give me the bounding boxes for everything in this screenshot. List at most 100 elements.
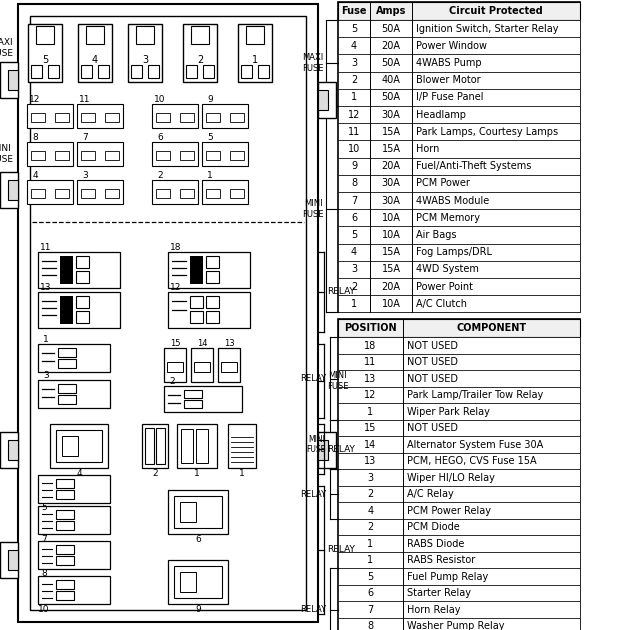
Text: RELAY: RELAY [300,374,326,383]
Bar [31,151,45,160]
Text: 15A: 15A [381,127,401,137]
Bar [56,430,102,462]
Bar [196,429,208,463]
Bar [38,380,110,408]
Bar [338,158,580,175]
Bar [338,552,580,568]
Bar [338,536,580,552]
Text: Air Bags: Air Bags [416,230,456,240]
Bar [152,180,198,204]
Text: 13: 13 [365,374,377,384]
Text: 1: 1 [351,93,357,103]
Text: 4WABS Pump: 4WABS Pump [416,58,482,68]
Text: 12: 12 [170,282,182,292]
Text: 3: 3 [351,265,357,275]
Bar [206,296,219,308]
Text: 10A: 10A [381,299,401,309]
Bar [8,550,18,570]
Text: Horn: Horn [416,144,439,154]
Text: Headlamp: Headlamp [416,110,466,120]
Bar [246,26,264,44]
Text: MINI
FUSE: MINI FUSE [307,435,326,454]
Text: NOT USED: NOT USED [407,357,458,367]
Text: 6: 6 [351,213,357,223]
Bar [128,24,162,82]
Text: NOT USED: NOT USED [407,374,458,384]
Text: 4: 4 [367,506,374,515]
Text: Power Point: Power Point [416,282,473,292]
Bar [105,151,119,160]
Bar [184,390,202,398]
Bar [145,428,154,464]
Bar [338,420,580,437]
Bar [38,475,110,503]
Bar [98,65,109,78]
Text: 15A: 15A [381,265,401,275]
Text: 14: 14 [365,440,377,450]
Bar [38,541,110,569]
Text: 2: 2 [367,489,374,499]
Bar [206,113,220,122]
Text: Fuel Pump Relay: Fuel Pump Relay [407,571,489,581]
Text: 11: 11 [79,94,91,103]
Text: Washer Pump Relay: Washer Pump Relay [407,621,505,630]
Bar [38,506,110,534]
Bar [156,428,165,464]
Text: 5: 5 [42,55,48,65]
Bar [8,70,18,90]
Bar [56,556,74,565]
Text: RELAY: RELAY [300,605,326,614]
Text: Wiper Park Relay: Wiper Park Relay [407,406,490,416]
Bar [338,602,580,618]
Bar [58,384,76,393]
Bar [180,502,196,522]
Text: Amps: Amps [376,6,406,16]
Bar [164,348,186,382]
Bar [338,370,580,387]
Bar [0,542,18,578]
Text: 10: 10 [39,605,49,614]
Bar [318,90,328,110]
Text: 11: 11 [40,243,52,251]
Bar [191,26,209,44]
Bar [105,113,119,122]
Text: 1: 1 [367,555,374,565]
Bar [105,189,119,198]
Bar [156,151,170,160]
Bar [191,348,213,382]
Bar [318,432,336,468]
Text: 9: 9 [207,94,213,103]
Text: 1: 1 [367,406,374,416]
Text: Fuel/Anti-Theft Systems: Fuel/Anti-Theft Systems [416,161,532,171]
Bar [76,256,89,268]
Bar [338,437,580,453]
Bar [142,424,168,468]
Text: Starter Relay: Starter Relay [407,588,471,598]
Bar [31,113,45,122]
Text: Wiper HI/LO Relay: Wiper HI/LO Relay [407,472,495,483]
Text: 50A: 50A [381,93,401,103]
Text: 20A: 20A [381,41,401,51]
Bar [186,65,197,78]
Text: 4: 4 [92,55,98,65]
Bar [338,278,580,295]
Bar [60,256,73,284]
Text: Park Lamp/Trailer Tow Relay: Park Lamp/Trailer Tow Relay [407,390,543,400]
Bar [338,618,580,630]
Bar [55,189,69,198]
Bar [221,362,237,372]
Text: 50A: 50A [381,23,401,33]
Bar [56,591,74,600]
Bar [38,576,110,604]
Text: RELAY: RELAY [300,490,326,499]
Text: 8: 8 [367,621,374,630]
Text: 1: 1 [239,469,245,479]
Text: 2: 2 [157,171,163,180]
Text: 1: 1 [43,335,49,343]
Text: MINI
FUSE: MINI FUSE [0,144,13,164]
Bar [184,400,202,408]
Bar [77,180,123,204]
Bar [338,140,580,158]
Text: 4: 4 [32,171,38,180]
Text: 10A: 10A [381,213,401,223]
